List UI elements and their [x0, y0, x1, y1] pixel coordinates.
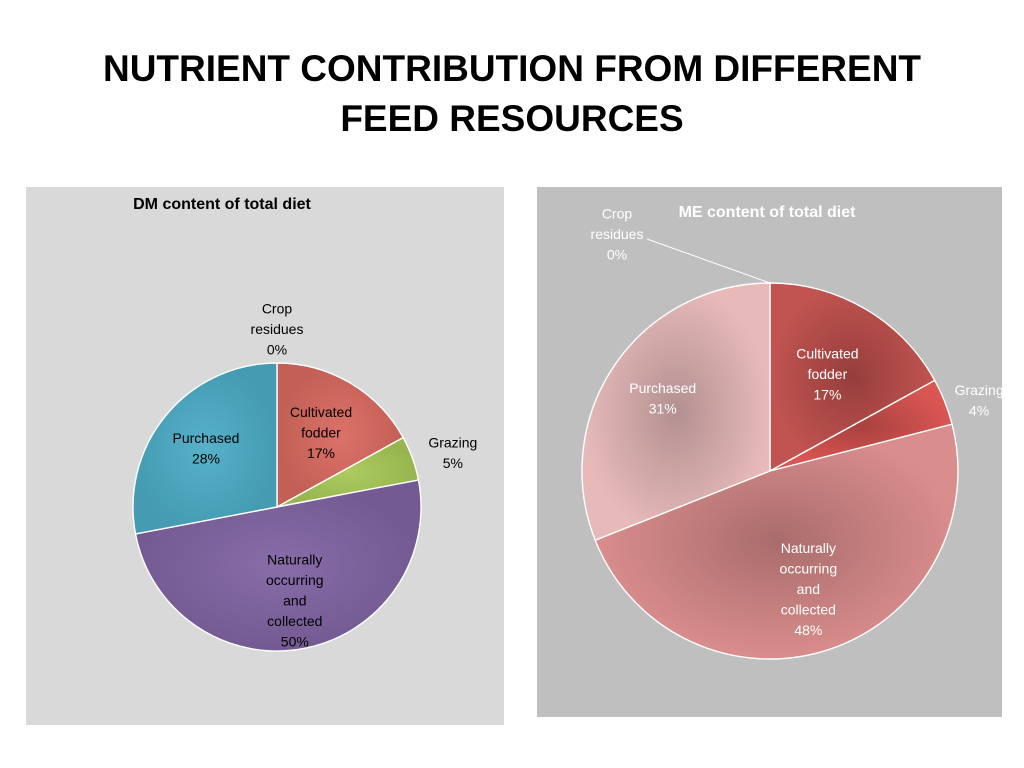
pie-slice-cultivated-fodder — [769, 282, 936, 473]
slice-label-line: 31% — [649, 400, 677, 416]
slice-label-naturally-occurring-and-collected: Naturally occurring and collected 48% — [780, 540, 838, 638]
slice-label-line: 17% — [813, 386, 841, 402]
slice-label-line: Crop — [602, 206, 633, 222]
slice-label-grazing: Grazing 4% — [955, 382, 1002, 419]
slice-label-line: 50% — [281, 633, 309, 649]
slice-label-cultivated-fodder: Cultivated fodder 17% — [290, 404, 352, 461]
slice-label-line: Cultivated — [796, 345, 858, 361]
slice-label-line: 28% — [192, 451, 220, 467]
slice-label-line: occurring — [266, 572, 324, 588]
slice-label-cultivated-fodder: Cultivated fodder 17% — [796, 345, 858, 402]
pie-slice-purchased — [581, 282, 771, 542]
chart-title: ME content of total diet — [679, 204, 857, 221]
me-pie-chart: ME content of total diet Crop residues 0% Cu… — [537, 187, 1002, 717]
slide-title-line-1: NUTRIENT CONTRIBUTION FROM DIFFERENT — [102, 48, 922, 89]
slice-label-line: residues — [251, 321, 304, 337]
slice-label-line: Purchased — [629, 380, 696, 396]
slice-label-line: fodder — [301, 425, 341, 441]
slice-label-line: Naturally — [267, 551, 322, 567]
slice-label-line: Crop — [262, 301, 293, 317]
slice-label-line: and — [797, 581, 820, 597]
slice-label-crop-residues: Crop residues 0% — [591, 206, 644, 263]
dm-pie-chart-panel: DM content of total diet Crop residues 0% Cu… — [26, 187, 504, 725]
slice-label-line: 4% — [969, 402, 989, 418]
slice-label-grazing: Grazing 5% — [428, 435, 477, 472]
slice-label-line: Grazing — [428, 435, 477, 451]
slide-title-line-2: FEED RESOURCES — [340, 98, 684, 139]
pie-slice-naturally-occurring-and-collected — [594, 423, 959, 660]
leader-line — [646, 238, 771, 284]
slice-label-line: collected — [781, 602, 836, 618]
slice-label-line: 0% — [267, 342, 287, 358]
slice-label-line: Cultivated — [290, 404, 352, 420]
pie-slice-cultivated-fodder — [276, 362, 405, 509]
slice-label-line: occurring — [780, 561, 838, 577]
slice-label-line: Grazing — [955, 382, 1002, 398]
slice-label-naturally-occurring-and-collected: Naturally occurring and collected 50% — [266, 551, 324, 649]
pie-slice-purchased — [132, 362, 278, 535]
chart-title: DM content of total diet — [133, 196, 311, 213]
slice-label-line: 48% — [794, 622, 822, 638]
slice-label-crop-residues: Crop residues 0% — [251, 301, 304, 358]
pie-slice-naturally-occurring-and-collected — [134, 479, 422, 652]
dm-pie-chart: DM content of total diet Crop residues 0% Cu… — [26, 187, 504, 725]
slice-label-line: Purchased — [173, 430, 240, 446]
slice-label-line: fodder — [808, 366, 848, 382]
slice-label-line: residues — [591, 226, 644, 242]
slice-label-line: 0% — [607, 247, 627, 263]
slice-label-line: and — [283, 592, 306, 608]
slide-title: NUTRIENT CONTRIBUTION FROM DIFFERENT FEE… — [40, 44, 984, 144]
slice-label-purchased: Purchased 28% — [173, 430, 240, 467]
me-pie-chart-panel: ME content of total diet Crop residues 0% Cu… — [537, 187, 1002, 717]
slice-label-line: 5% — [443, 455, 463, 471]
slice-label-line: Naturally — [781, 540, 836, 556]
slice-label-line: collected — [267, 613, 322, 629]
slice-label-purchased: Purchased 31% — [629, 380, 696, 417]
slice-label-line: 17% — [307, 445, 335, 461]
